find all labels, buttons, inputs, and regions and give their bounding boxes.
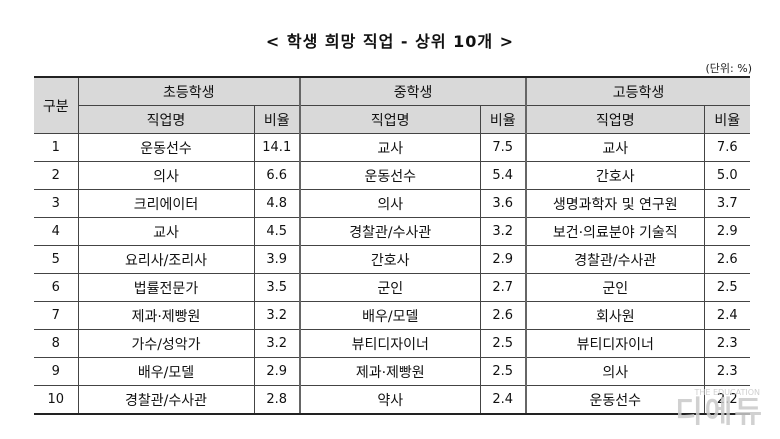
cell-rank: 6 — [34, 273, 79, 302]
cell-middle-job: 교사 — [299, 133, 481, 162]
cell-middle-ratio: 3.6 — [479, 189, 527, 218]
cell-high-job: 보건·의료분야 기술직 — [525, 217, 705, 246]
cell-elementary-job: 크리에이터 — [77, 189, 255, 218]
cell-high-job: 생명과학자 및 연구원 — [525, 189, 705, 218]
cell-elementary-job: 제과·제빵원 — [77, 301, 255, 330]
cell-high-ratio: 2.4 — [703, 301, 751, 330]
header-middle-ratio: 비율 — [479, 105, 527, 134]
cell-high-job: 경찰관/수사관 — [525, 245, 705, 274]
cell-middle-job: 뷰티디자이너 — [299, 329, 481, 358]
cell-elementary-ratio: 2.9 — [253, 357, 301, 386]
header-row-columns: 직업명 비율 직업명 비율 직업명 비율 — [34, 105, 751, 134]
table-row: 1 운동선수 14.1 교사 7.5 교사 7.6 — [34, 133, 751, 162]
cell-high-job: 교사 — [525, 133, 705, 162]
cell-elementary-job: 요리사/조리사 — [77, 245, 255, 274]
cell-elementary-ratio: 4.8 — [253, 189, 301, 218]
cell-elementary-ratio: 14.1 — [253, 133, 301, 162]
cell-elementary-ratio: 3.2 — [253, 329, 301, 358]
cell-high-job: 의사 — [525, 357, 705, 386]
cell-middle-job: 의사 — [299, 189, 481, 218]
cell-elementary-job: 배우/모델 — [77, 357, 255, 386]
unit-label: (단위: %) — [705, 62, 752, 75]
cell-high-ratio: 2.5 — [703, 273, 751, 302]
table-row: 6 법률전문가 3.5 군인 2.7 군인 2.5 — [34, 273, 751, 302]
watermark-logo: 디에듀 — [675, 395, 764, 430]
cell-middle-job: 군인 — [299, 273, 481, 302]
cell-middle-ratio: 2.6 — [479, 301, 527, 330]
cell-rank: 10 — [34, 385, 79, 415]
cell-high-job: 간호사 — [525, 161, 705, 190]
cell-elementary-job: 교사 — [77, 217, 255, 246]
cell-high-ratio: 7.6 — [703, 133, 751, 162]
cell-high-job: 회사원 — [525, 301, 705, 330]
watermark-subtext: THE EDUCATION — [694, 388, 760, 397]
header-high: 고등학생 — [525, 76, 751, 106]
cell-middle-ratio: 2.9 — [479, 245, 527, 274]
cell-elementary-job: 경찰관/수사관 — [77, 385, 255, 415]
cell-high-ratio: 3.7 — [703, 189, 751, 218]
cell-elementary-ratio: 3.2 — [253, 301, 301, 330]
cell-middle-job: 제과·제빵원 — [299, 357, 481, 386]
cell-elementary-job: 법률전문가 — [77, 273, 255, 302]
cell-middle-job: 약사 — [299, 385, 481, 415]
cell-elementary-ratio: 3.5 — [253, 273, 301, 302]
cell-rank: 3 — [34, 189, 79, 218]
table-row: 4 교사 4.5 경찰관/수사관 3.2 보건·의료분야 기술직 2.9 — [34, 217, 751, 246]
page-title: < 학생 희망 직업 - 상위 10개 > — [265, 32, 515, 51]
cell-high-job: 뷰티디자이너 — [525, 329, 705, 358]
cell-middle-ratio: 2.5 — [479, 329, 527, 358]
table-row: 3 크리에이터 4.8 의사 3.6 생명과학자 및 연구원 3.7 — [34, 189, 751, 218]
header-high-job: 직업명 — [525, 105, 705, 134]
header-elementary-job: 직업명 — [78, 105, 255, 134]
cell-rank: 9 — [34, 357, 79, 386]
cell-high-job: 운동선수 — [525, 385, 705, 415]
cell-rank: 7 — [34, 301, 79, 330]
header-middle: 중학생 — [298, 76, 527, 106]
cell-rank: 2 — [34, 161, 79, 190]
header-high-ratio: 비율 — [703, 105, 751, 134]
cell-high-ratio: 2.3 — [703, 329, 751, 358]
cell-high-ratio: 2.9 — [703, 217, 751, 246]
cell-elementary-job: 가수/성악가 — [77, 329, 255, 358]
header-middle-job: 직업명 — [299, 105, 481, 134]
cell-middle-ratio: 2.7 — [479, 273, 527, 302]
cell-middle-job: 경찰관/수사관 — [299, 217, 481, 246]
cell-middle-ratio: 5.4 — [479, 161, 527, 190]
cell-elementary-job: 운동선수 — [77, 133, 255, 162]
cell-elementary-ratio: 3.9 — [253, 245, 301, 274]
cell-high-job: 군인 — [525, 273, 705, 302]
table-row: 2 의사 6.6 운동선수 5.4 간호사 5.0 — [34, 161, 751, 190]
header-rank: 구분 — [34, 76, 79, 134]
cell-middle-ratio: 7.5 — [479, 133, 527, 162]
cell-middle-job: 배우/모델 — [299, 301, 481, 330]
cell-rank: 4 — [34, 217, 79, 246]
header-elementary: 초등학생 — [77, 76, 301, 106]
table-row: 5 요리사/조리사 3.9 간호사 2.9 경찰관/수사관 2.6 — [34, 245, 751, 274]
cell-high-ratio: 5.0 — [703, 161, 751, 190]
cell-high-ratio: 2.2 — [703, 385, 751, 415]
cell-elementary-job: 의사 — [77, 161, 255, 190]
cell-elementary-ratio: 4.5 — [253, 217, 301, 246]
header-elementary-ratio: 비율 — [253, 105, 301, 134]
cell-rank: 1 — [34, 133, 79, 162]
cell-high-ratio: 2.6 — [703, 245, 751, 274]
cell-middle-ratio: 2.5 — [479, 357, 527, 386]
cell-rank: 5 — [34, 245, 79, 274]
cell-middle-job: 간호사 — [299, 245, 481, 274]
cell-elementary-ratio: 6.6 — [253, 161, 301, 190]
header-row-groups: 구분 초등학생 중학생 고등학생 — [34, 76, 751, 134]
cell-middle-ratio: 2.4 — [479, 385, 527, 415]
cell-middle-ratio: 3.2 — [479, 217, 527, 246]
table-row: 10 경찰관/수사관 2.8 약사 2.4 운동선수 2.2 — [34, 385, 751, 415]
table-row: 8 가수/성악가 3.2 뷰티디자이너 2.5 뷰티디자이너 2.3 — [34, 329, 751, 358]
cell-rank: 8 — [34, 329, 79, 358]
cell-middle-job: 운동선수 — [299, 161, 481, 190]
cell-high-ratio: 2.3 — [703, 357, 751, 386]
table-row: 7 제과·제빵원 3.2 배우/모델 2.6 회사원 2.4 — [34, 301, 751, 330]
cell-elementary-ratio: 2.8 — [253, 385, 301, 415]
table-row: 9 배우/모델 2.9 제과·제빵원 2.5 의사 2.3 — [34, 357, 751, 386]
